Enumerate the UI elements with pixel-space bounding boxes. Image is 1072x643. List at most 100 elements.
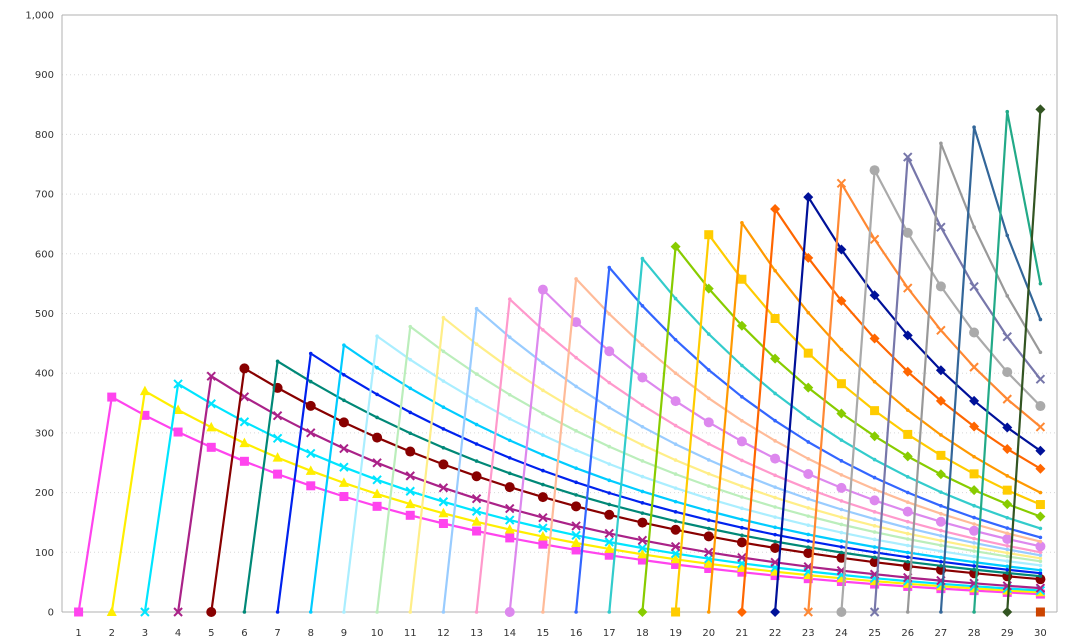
- data-point-marker: [474, 422, 479, 427]
- data-point-marker: [474, 372, 479, 376]
- data-point-marker: [504, 607, 515, 617]
- data-point-marker: [972, 503, 976, 508]
- x-tick-label: 7: [274, 628, 280, 639]
- data-point-marker: [939, 490, 943, 494]
- data-point-marker: [939, 141, 943, 146]
- data-point-marker: [905, 610, 910, 614]
- data-point-marker: [736, 320, 747, 331]
- data-point-marker: [338, 477, 349, 487]
- data-point-marker: [806, 310, 811, 315]
- data-point-marker: [342, 373, 346, 377]
- series-7: [275, 351, 1043, 614]
- data-point-marker: [939, 549, 943, 553]
- data-point-marker: [1005, 564, 1010, 569]
- data-point-marker: [640, 489, 645, 494]
- x-tick-label: 20: [702, 628, 715, 639]
- data-point-marker: [242, 610, 247, 614]
- data-point-marker: [972, 554, 976, 559]
- data-point-marker: [903, 152, 913, 162]
- data-point-marker: [441, 445, 446, 450]
- data-point-marker: [637, 555, 647, 565]
- x-tick-label: 28: [968, 628, 981, 639]
- data-point-marker: [670, 241, 681, 252]
- data-point-marker: [703, 283, 714, 294]
- x-tick-label: 9: [341, 628, 347, 639]
- x-tick-label: 29: [1001, 628, 1014, 639]
- series-line: [243, 360, 1041, 613]
- data-point-marker: [537, 492, 548, 503]
- data-point-marker: [538, 539, 548, 549]
- data-point-marker: [438, 497, 449, 507]
- series-line: [541, 277, 1041, 613]
- data-point-marker: [607, 405, 612, 410]
- data-point-marker: [640, 403, 645, 408]
- data-point-marker: [872, 555, 877, 560]
- data-point-marker: [902, 366, 913, 377]
- data-point-marker: [507, 438, 512, 443]
- data-point-marker: [972, 536, 976, 541]
- data-point-marker: [806, 497, 811, 501]
- data-point-marker: [773, 495, 777, 500]
- data-point-marker: [1035, 500, 1045, 510]
- y-tick-label: 200: [35, 488, 54, 499]
- data-point-marker: [637, 517, 648, 528]
- data-point-marker: [339, 492, 349, 502]
- data-point-marker: [408, 410, 413, 415]
- data-point-marker: [773, 268, 777, 273]
- data-point-marker: [541, 468, 545, 473]
- data-point-marker: [905, 500, 910, 504]
- data-point-marker: [405, 486, 415, 496]
- data-point-marker: [673, 486, 678, 490]
- series-30: [1035, 607, 1045, 617]
- data-point-marker: [935, 281, 946, 292]
- data-point-marker: [839, 530, 844, 535]
- series-5: [206, 363, 1046, 617]
- data-point-marker: [637, 543, 648, 553]
- data-point-marker: [740, 533, 744, 538]
- data-point-marker: [607, 462, 612, 466]
- data-point-marker: [541, 411, 545, 416]
- data-point-marker: [239, 417, 250, 427]
- data-point-marker: [736, 537, 747, 548]
- data-point-marker: [375, 415, 379, 420]
- data-point-marker: [538, 523, 548, 533]
- data-point-marker: [607, 312, 612, 316]
- data-point-marker: [637, 372, 648, 383]
- series-22: [770, 192, 1046, 617]
- data-point-marker: [939, 511, 943, 516]
- data-point-marker: [706, 518, 711, 522]
- data-point-marker: [972, 541, 976, 545]
- data-point-marker: [1005, 567, 1010, 572]
- data-point-marker: [538, 512, 548, 523]
- data-point-marker: [273, 469, 283, 479]
- y-tick-label: 600: [35, 249, 54, 260]
- x-tick-label: 25: [868, 628, 881, 639]
- data-point-marker: [740, 220, 744, 225]
- data-point-marker: [1005, 554, 1010, 559]
- series-line: [77, 396, 1041, 613]
- data-point-marker: [869, 290, 880, 301]
- y-tick-labels: 0 100 200 300 400 500 600 700 800 900 1,000: [25, 11, 54, 619]
- data-point-marker: [206, 607, 217, 617]
- series-9: [342, 334, 1043, 614]
- data-point-marker: [773, 505, 777, 509]
- data-point-marker: [903, 283, 913, 293]
- data-point-marker: [670, 553, 681, 564]
- series-line: [276, 352, 1041, 613]
- data-point-marker: [939, 610, 943, 614]
- data-point-marker: [574, 384, 578, 389]
- data-point-marker: [770, 557, 780, 568]
- data-point-marker: [1005, 515, 1010, 520]
- data-point-marker: [770, 542, 781, 553]
- data-point-marker: [637, 535, 648, 546]
- data-point-marker: [571, 545, 581, 555]
- data-point-marker: [574, 610, 578, 614]
- data-point-marker: [1005, 543, 1010, 548]
- data-point-marker: [571, 501, 582, 512]
- data-point-marker: [607, 491, 612, 495]
- data-point-marker: [640, 443, 645, 447]
- data-point-marker: [408, 324, 413, 329]
- x-tick-label: 3: [142, 628, 148, 639]
- data-point-marker: [604, 537, 614, 547]
